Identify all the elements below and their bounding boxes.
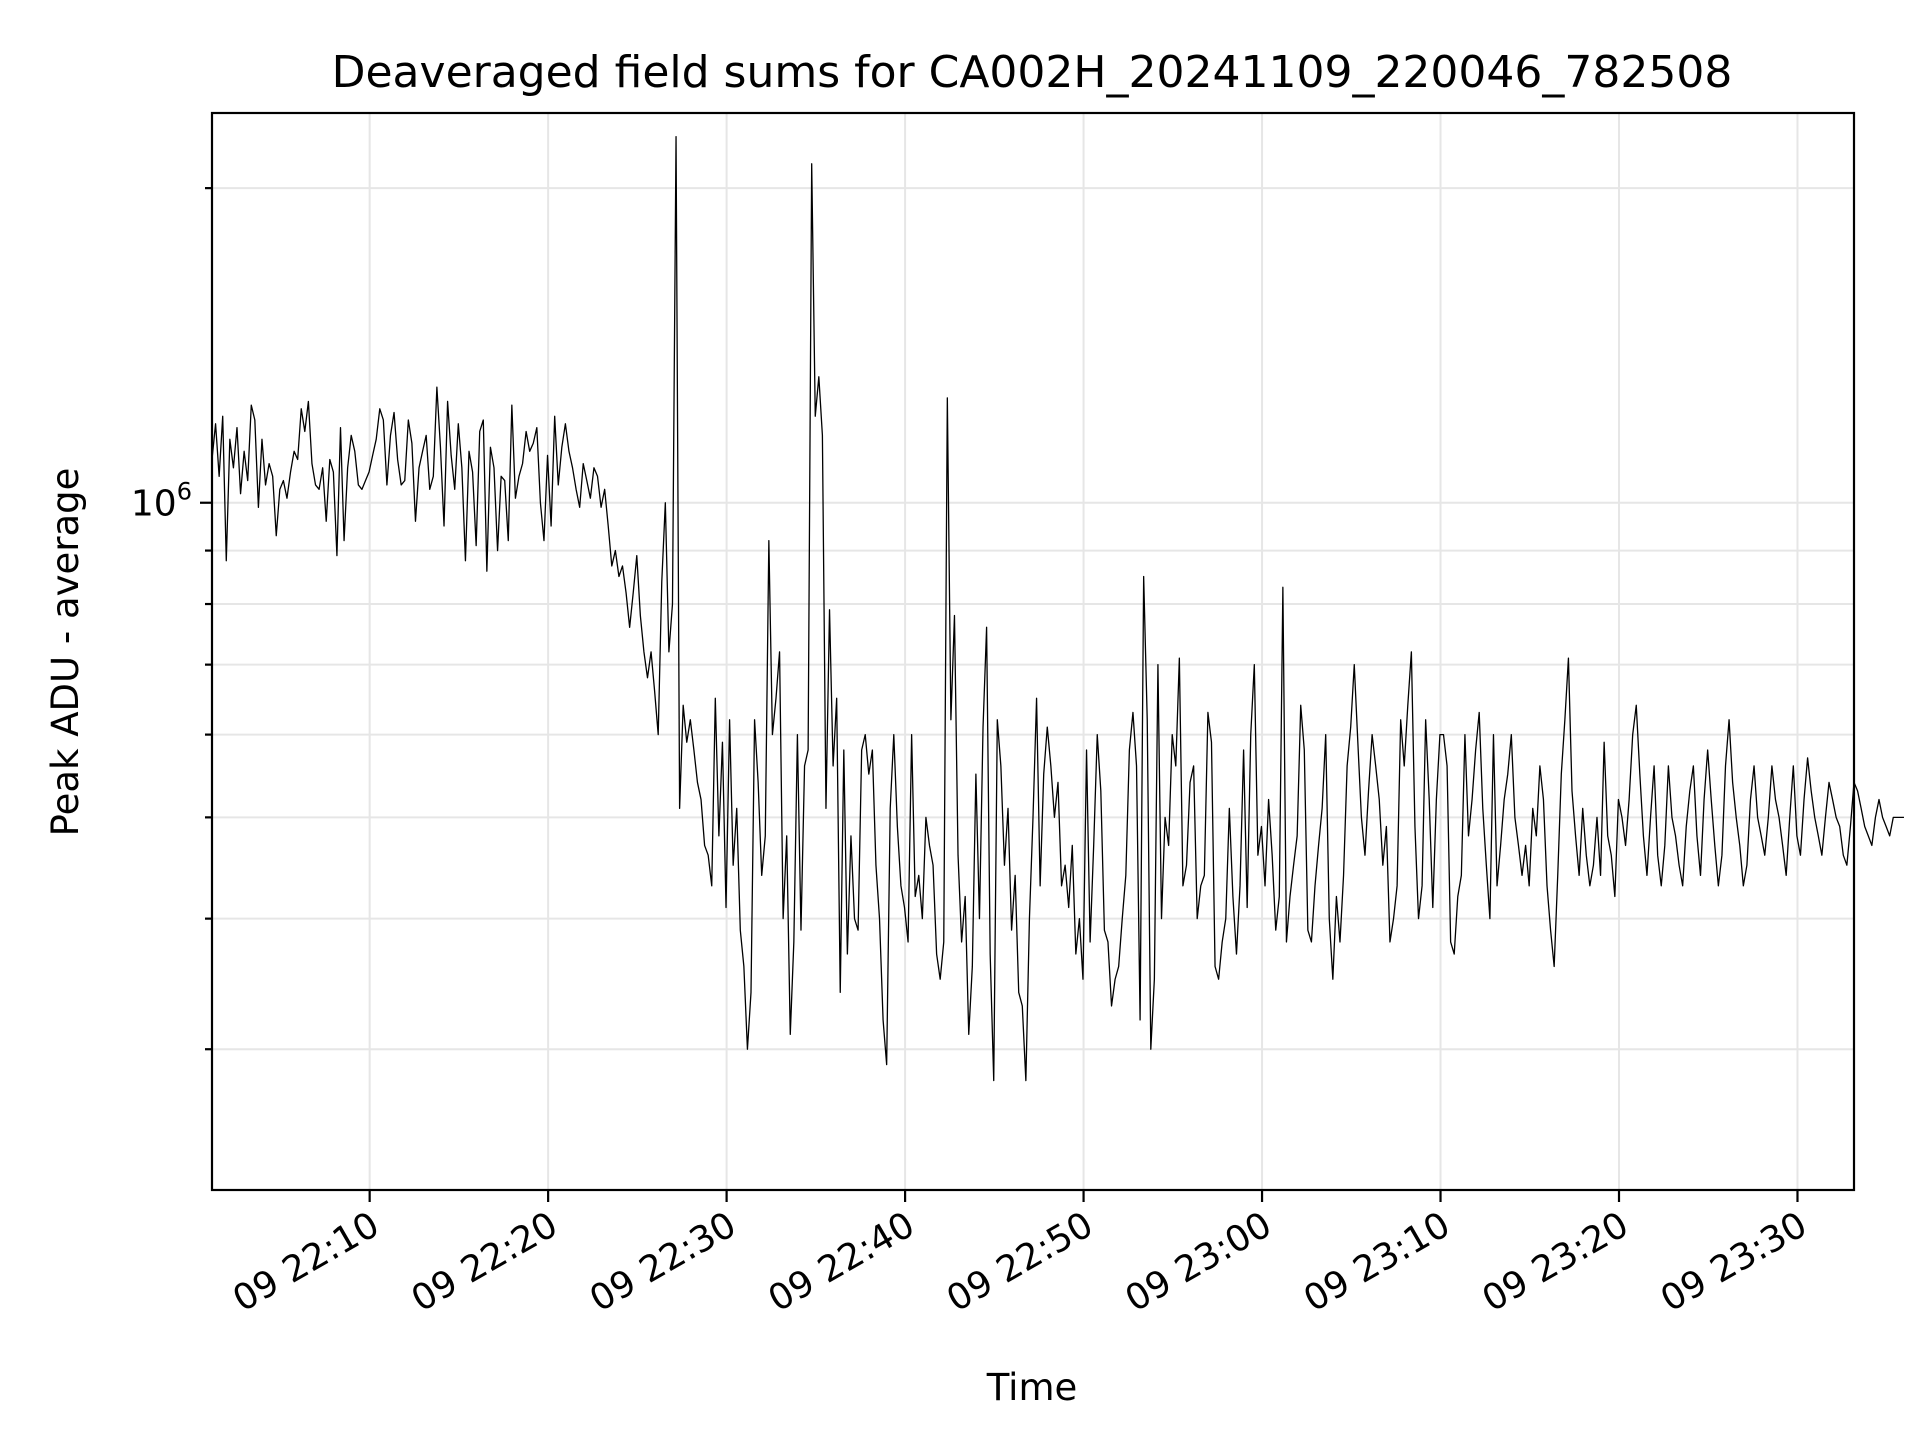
x-axis-label: Time bbox=[986, 1366, 1078, 1409]
x-tick-label: 09 23:30 bbox=[1654, 1204, 1814, 1320]
x-axis: 09 22:10 09 22:20 09 22:30 09 22:40 09 22:50… bbox=[226, 1190, 1814, 1320]
x-tick-label: 09 23:10 bbox=[1297, 1204, 1457, 1320]
y-axis: 106 bbox=[131, 187, 212, 1051]
x-tick-label: 09 22:40 bbox=[762, 1204, 922, 1320]
plot-frame bbox=[210, 111, 1856, 1192]
x-tick-label: 09 22:50 bbox=[940, 1204, 1100, 1320]
grid bbox=[212, 113, 1854, 1190]
x-tick-label: 09 23:00 bbox=[1119, 1204, 1279, 1320]
x-tick-label: 09 22:10 bbox=[226, 1204, 386, 1320]
x-tick-label: 09 22:30 bbox=[583, 1204, 743, 1320]
y-axis-label: Peak ADU - average bbox=[44, 468, 87, 837]
y-tick-label: 106 bbox=[131, 478, 192, 525]
y-tick-label-exponent: 6 bbox=[177, 478, 192, 506]
y-tick-label-base: 10 bbox=[131, 484, 177, 525]
x-tick-label: 09 22:20 bbox=[405, 1204, 565, 1320]
chart-title: Deaveraged field sums for CA002H_2024110… bbox=[332, 47, 1733, 98]
series-line bbox=[211, 136, 1904, 1082]
x-tick-label: 09 23:20 bbox=[1476, 1204, 1636, 1320]
